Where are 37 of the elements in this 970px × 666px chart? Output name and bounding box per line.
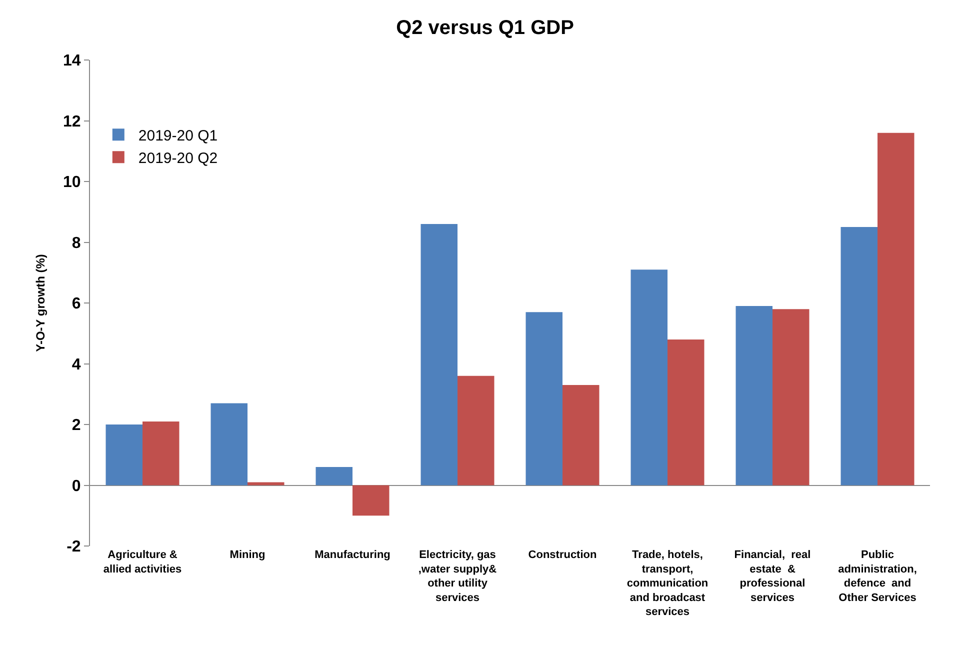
y-tick-label: 14: [63, 52, 81, 70]
bar: [668, 339, 704, 486]
y-tick-label: -2: [66, 538, 81, 556]
bar: [736, 306, 772, 486]
y-tick-label: 2: [72, 417, 81, 434]
bar: [458, 376, 494, 486]
bar: [526, 312, 562, 486]
chart-title: Q2 versus Q1 GDP: [396, 16, 574, 39]
y-tick-label: 10: [63, 174, 81, 192]
bar: [840, 227, 878, 486]
bar: [210, 403, 248, 486]
x-tick-label: Construction: [528, 549, 597, 561]
x-tick-label: Trade, hotels, transport, communication and broadcast services: [626, 549, 708, 618]
y-tick-label: 8: [72, 234, 81, 252]
legend-label: 2019-20 Q1: [138, 127, 218, 144]
y-axis-title: Y-O-Y growth (%): [33, 254, 48, 352]
y-tick-label: 6: [72, 296, 81, 313]
x-tick-label: Agriculture & allied activities: [103, 549, 182, 576]
bar: [352, 485, 390, 516]
bar: [630, 270, 668, 486]
x-tick-label: Public administration, defence and Other Services: [838, 549, 917, 604]
y-tick-label: 4: [72, 356, 81, 374]
x-tick-label: Mining: [230, 549, 266, 561]
bar: [562, 385, 600, 486]
bar: [878, 132, 914, 486]
x-tick-label: Financial, real estate & professional services: [734, 549, 811, 604]
x-tick-label: Electricity, gas ,water supply& other utility services: [418, 549, 497, 604]
bar: [420, 224, 458, 486]
bar: [248, 482, 284, 486]
y-tick-label: 0: [72, 478, 81, 495]
legend-label: 2019-20 Q2: [138, 150, 218, 167]
bar: [106, 424, 142, 486]
bar: [772, 309, 810, 486]
x-tick-label: Manufacturing: [314, 549, 390, 561]
y-tick-label: 12: [63, 113, 81, 130]
bar: [142, 421, 180, 486]
bar: [316, 467, 352, 486]
